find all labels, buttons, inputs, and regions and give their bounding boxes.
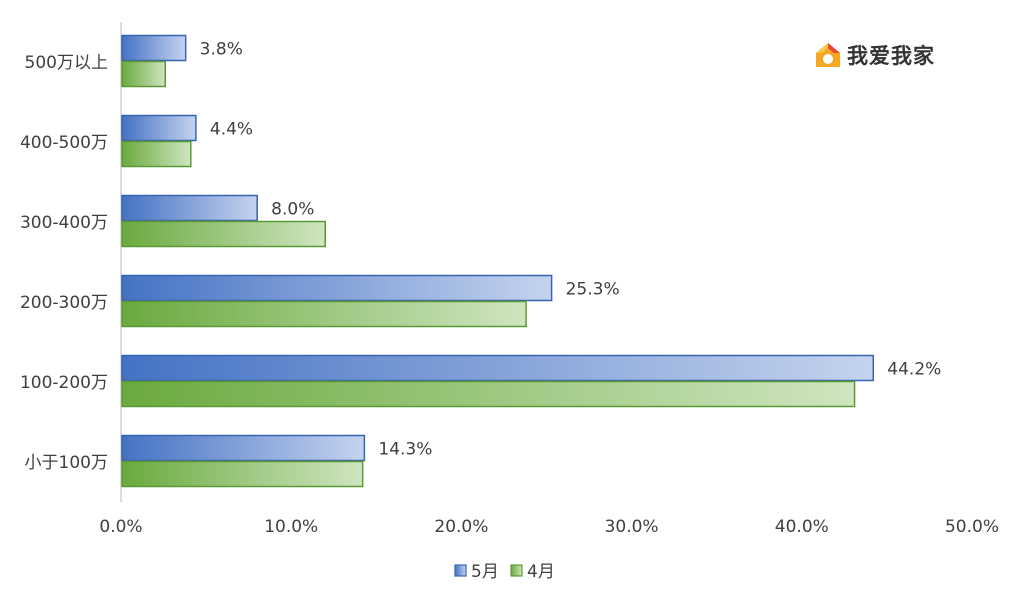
data-label: 44.2% [887,360,941,380]
x-tick-label: 40.0% [775,517,829,537]
x-tick-label: 30.0% [605,517,659,537]
x-tick-label: 20.0% [434,517,488,537]
data-label: 25.3% [566,280,620,300]
data-label: 4.4% [210,120,253,140]
x-tick-label: 0.0% [99,517,142,537]
bar-series-1 [121,194,258,222]
category-label: 200-300万 [20,293,108,313]
bar-series-2 [121,220,326,248]
house-logo-icon [816,43,840,67]
data-label: 14.3% [378,440,432,460]
x-tick-label: 10.0% [264,517,318,537]
category-label: 400-500万 [20,133,108,153]
legend-label: 4月 [527,562,555,582]
data-label: 3.8% [200,40,243,60]
watermark-text: 我爱我家 [847,44,935,68]
x-tick-label: 50.0% [945,517,999,537]
bar-series-1 [121,274,553,302]
bar-series-2 [121,460,364,488]
category-label: 小于100万 [25,453,108,473]
bar-series-2 [121,60,167,88]
category-label: 100-200万 [20,373,108,393]
bar-series-1 [121,354,875,382]
bar-series-1 [121,34,187,62]
bar-series-2 [121,380,856,408]
category-label: 300-400万 [20,213,108,233]
bar-series-1 [121,114,197,142]
bar-series-1 [121,434,366,462]
category-label: 500万以上 [25,53,108,73]
data-label: 8.0% [271,200,314,220]
watermark-logo: 我爱我家 [813,40,935,70]
legend-swatch [510,564,523,577]
legend-swatch [454,564,467,577]
bar-series-2 [121,300,527,328]
legend-label: 5月 [471,562,499,582]
bar-series-2 [121,140,192,168]
